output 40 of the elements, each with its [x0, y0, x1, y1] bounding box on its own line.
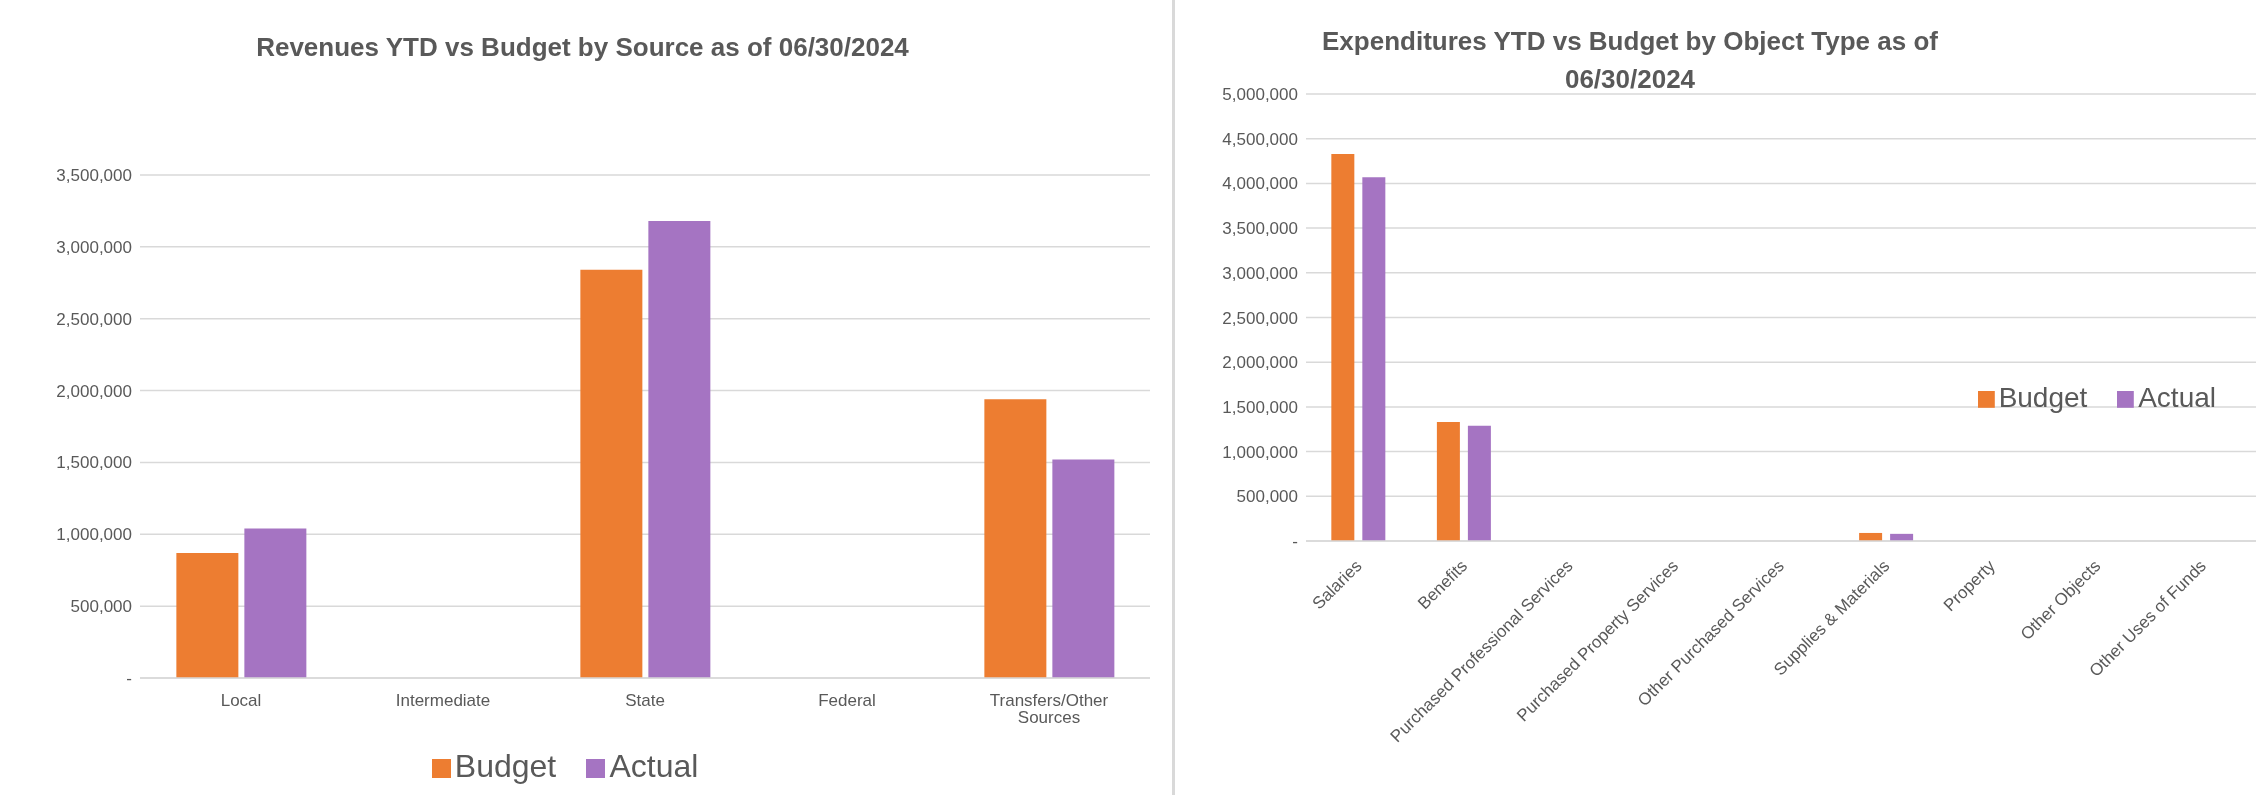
y-tick-label: 1,500,000 — [1222, 397, 1298, 417]
y-tick-label: 4,000,000 — [1222, 174, 1298, 194]
y-tick-label: 1,500,000 — [56, 453, 132, 473]
bar — [1052, 459, 1115, 678]
y-tick-label: 500,000 — [70, 597, 132, 617]
bar — [1362, 177, 1386, 541]
legend-label: Actual — [609, 748, 699, 784]
bar — [648, 220, 711, 678]
y-tick-label: 3,000,000 — [1222, 263, 1298, 283]
y-tick-label: 1,000,000 — [1222, 442, 1298, 462]
bar — [580, 269, 643, 678]
y-tick-label: 1,000,000 — [56, 525, 132, 545]
y-tick-label: 2,500,000 — [56, 309, 132, 329]
y-tick-label: 3,000,000 — [56, 237, 132, 257]
bar — [984, 399, 1047, 678]
y-tick-label: - — [126, 669, 132, 689]
x-tick-label: Federal — [818, 691, 876, 711]
y-tick-label: 3,500,000 — [1222, 219, 1298, 239]
legend-label: Budget — [454, 748, 557, 784]
bar — [1436, 422, 1460, 541]
legend-label: Actual — [2138, 381, 2216, 413]
y-tick-label: 500,000 — [1236, 487, 1298, 507]
y-tick-label: 3,500,000 — [56, 166, 132, 186]
bar — [1467, 425, 1491, 541]
y-tick-label: 2,000,000 — [1222, 353, 1298, 373]
y-tick-label: 2,000,000 — [56, 381, 132, 401]
bar — [1331, 153, 1355, 541]
bar — [244, 528, 307, 678]
chart-title: Revenues YTD vs Budget by Source as of 06/30/2024 — [255, 31, 910, 64]
legend-label: Budget — [1998, 381, 2088, 413]
chart-title: Expenditures YTD vs Budget by Object Type as of 06/30/2024 — [1321, 25, 1939, 96]
x-tick-label: Intermediate — [395, 691, 491, 711]
y-tick-label: 4,500,000 — [1222, 129, 1298, 149]
y-tick-label: 5,000,000 — [1222, 85, 1298, 105]
x-tick-label: Transfers/Other Sources — [989, 691, 1109, 728]
bar — [176, 552, 239, 678]
x-tick-label: State — [625, 691, 665, 711]
y-tick-label: 2,500,000 — [1222, 308, 1298, 328]
y-tick-label: - — [1292, 532, 1298, 552]
x-tick-label: Local — [220, 691, 262, 711]
